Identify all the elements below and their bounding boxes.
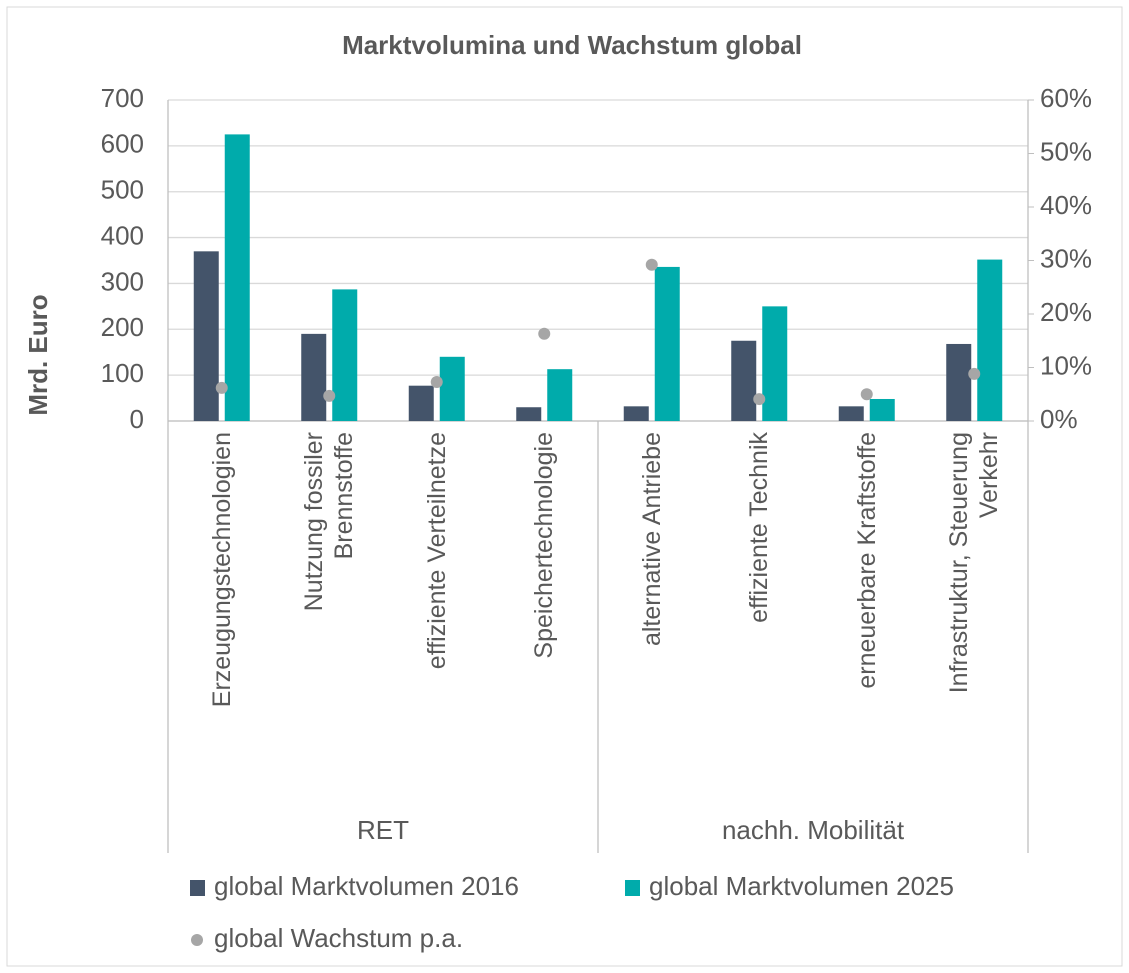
- x-tick-label: Erzeugungstechnologien: [207, 432, 236, 708]
- chart-title: Marktvolumina und Wachstum global: [342, 30, 802, 60]
- y2-tick-label: 50%: [1040, 136, 1092, 166]
- growth-dot: [968, 367, 981, 380]
- x-tick-label: effiziente Verteilnetze: [422, 432, 451, 670]
- bar: [946, 343, 972, 421]
- y2-tick-label: 30%: [1040, 243, 1092, 273]
- legend-label: global Marktvolumen 2016: [214, 871, 519, 901]
- x-tick-label: erneuerbare Kraftstoffe: [852, 432, 881, 689]
- chart-border: [6, 6, 1123, 967]
- bar: [654, 266, 680, 421]
- growth-dot: [215, 381, 228, 394]
- bar: [332, 289, 358, 421]
- y-tick-label: 700: [101, 83, 144, 113]
- bar: [762, 306, 788, 421]
- y-tick-label: 600: [101, 129, 144, 159]
- bar: [224, 134, 250, 421]
- bar: [408, 385, 434, 421]
- bar: [547, 369, 573, 421]
- y2-tick-label: 0%: [1040, 404, 1078, 434]
- bar: [731, 340, 757, 421]
- bar: [439, 356, 465, 421]
- group-label: nachh. Mobilität: [722, 815, 905, 845]
- y-tick-label: 300: [101, 266, 144, 296]
- legend-label: global Wachstum p.a.: [214, 923, 463, 953]
- bar: [869, 398, 895, 421]
- y-tick-label: 100: [101, 358, 144, 388]
- bar: [193, 251, 219, 421]
- growth-dot: [430, 375, 443, 388]
- y-axis-label: Mrd. Euro: [23, 294, 53, 415]
- legend-swatch: [191, 934, 203, 946]
- bar: [977, 259, 1003, 421]
- y-tick-label: 500: [101, 175, 144, 205]
- bar: [516, 407, 542, 421]
- growth-dot: [860, 388, 873, 401]
- bar: [623, 406, 649, 421]
- growth-dot: [753, 393, 766, 406]
- y-tick-label: 400: [101, 220, 144, 250]
- x-tick-label: effiziente Technik: [745, 432, 774, 623]
- x-tick-label: Infrastruktur, Steuerung Verkehr: [945, 432, 1004, 694]
- bar: [838, 406, 864, 421]
- legend-label: global Marktvolumen 2025: [649, 871, 954, 901]
- legend-swatch: [625, 880, 640, 896]
- x-tick-label: alternative Antriebe: [637, 432, 666, 647]
- x-tick-label: Speichertechnologie: [530, 432, 559, 659]
- y2-tick-label: 20%: [1040, 297, 1092, 327]
- y2-tick-label: 60%: [1040, 83, 1092, 113]
- growth-dot: [645, 258, 658, 271]
- legend-swatch: [190, 880, 205, 896]
- y-tick-label: 200: [101, 312, 144, 342]
- y2-tick-label: 40%: [1040, 190, 1092, 220]
- bar: [301, 333, 327, 421]
- y2-tick-label: 10%: [1040, 350, 1092, 380]
- y-tick-label: 0: [130, 404, 144, 434]
- growth-dot: [323, 389, 336, 402]
- group-label: RET: [357, 815, 409, 845]
- x-tick-label: Nutzung fossiler Brennstoffe: [300, 432, 359, 612]
- growth-dot: [538, 327, 551, 340]
